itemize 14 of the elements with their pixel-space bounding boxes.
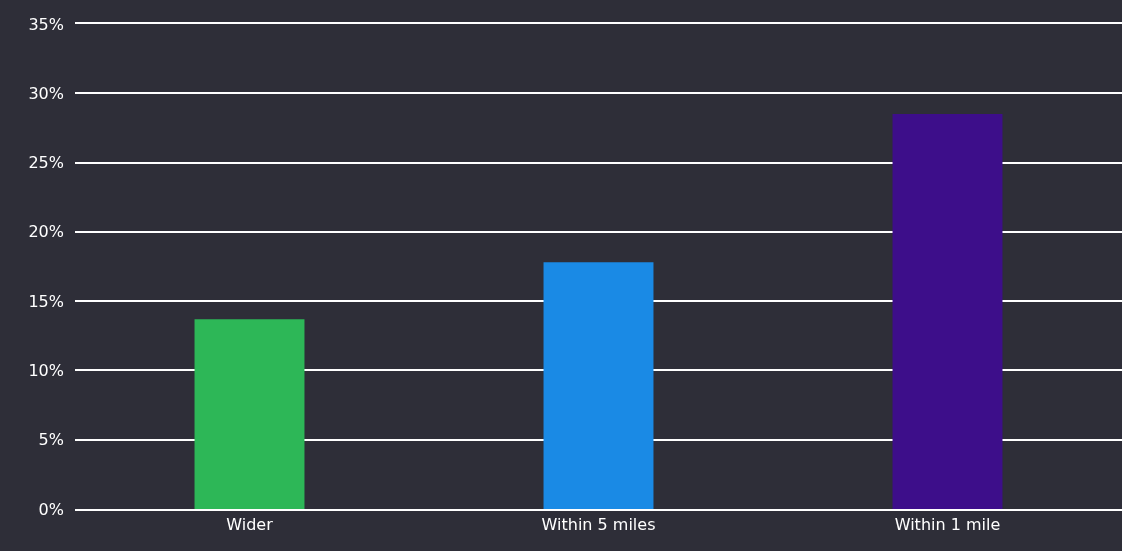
x-tick-label: Within 5 miles bbox=[541, 514, 656, 534]
x-tick-label: Within 1 mile bbox=[894, 514, 1001, 534]
y-tick-label: 35% bbox=[28, 14, 64, 34]
x-tick-label: Wider bbox=[226, 514, 274, 534]
y-tick-label: 20% bbox=[28, 222, 64, 242]
bar bbox=[194, 319, 305, 509]
bar bbox=[892, 114, 1003, 509]
y-tick-label: 10% bbox=[28, 361, 64, 381]
y-tick-label: 0% bbox=[38, 499, 64, 519]
y-tick-label: 15% bbox=[28, 291, 64, 311]
bar bbox=[543, 262, 654, 509]
y-tick-label: 25% bbox=[28, 153, 64, 173]
y-tick-label: 30% bbox=[28, 83, 64, 103]
y-tick-label: 5% bbox=[38, 430, 64, 450]
